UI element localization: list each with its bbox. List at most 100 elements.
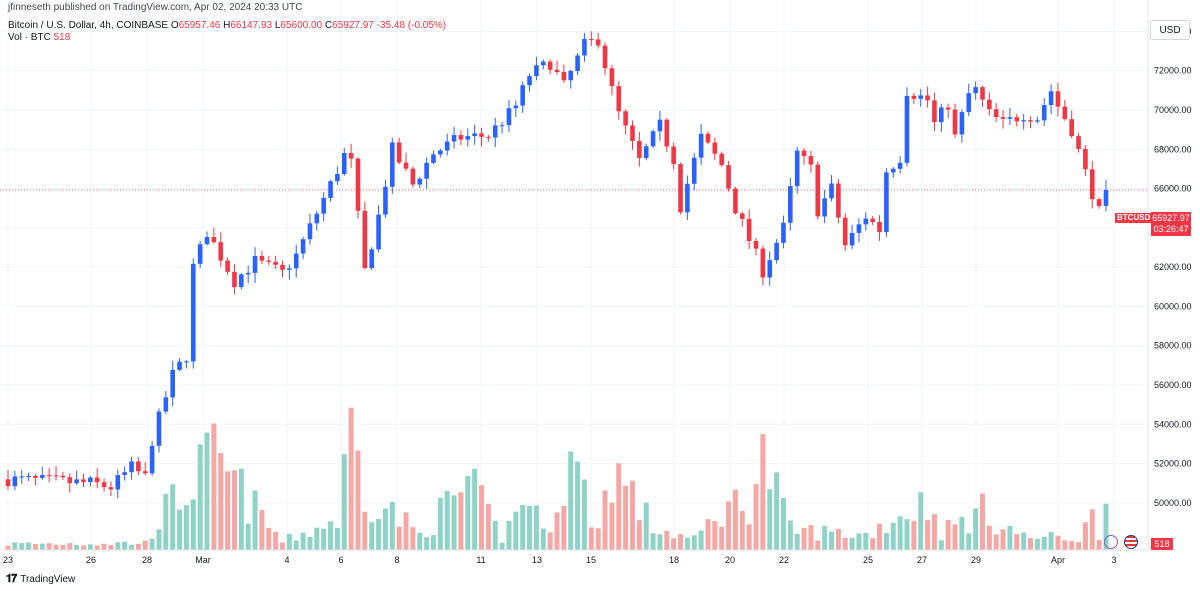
lightning-icon[interactable] — [1104, 535, 1118, 549]
candle-body — [252, 255, 258, 273]
candle-body — [486, 136, 491, 138]
volume-bar — [101, 543, 107, 550]
candle — [568, 69, 574, 89]
candle — [815, 161, 821, 220]
candle-body — [1083, 148, 1088, 170]
candle — [602, 42, 608, 75]
price-tick-label: 62000.00 — [1154, 262, 1192, 272]
time-tick-label: 25 — [863, 555, 873, 565]
candle — [410, 166, 416, 188]
change-value: -35.48 (-0.05%) — [376, 20, 447, 31]
candle-body — [746, 218, 752, 241]
candle-body — [664, 119, 670, 147]
candle — [499, 121, 505, 134]
time-tick-label: 8 — [394, 555, 399, 565]
candle-body — [890, 168, 896, 173]
candle — [1007, 107, 1013, 125]
volume-bar — [588, 527, 594, 550]
volume-bar — [527, 505, 533, 550]
volume-bar — [135, 543, 141, 550]
candle-body — [444, 141, 450, 151]
candle — [101, 478, 107, 492]
candle-body — [554, 69, 560, 72]
candle-body — [513, 105, 519, 109]
candle — [849, 224, 855, 250]
price-axis[interactable]: 50000.00 52000.00 54000.00 56000.00 58000.00… — [1154, 26, 1192, 507]
candle — [328, 179, 333, 202]
candle-body — [774, 242, 779, 261]
flag-icon[interactable] — [1124, 535, 1138, 549]
candle — [904, 87, 910, 167]
volume-bar — [568, 451, 574, 550]
candle-body — [506, 108, 512, 126]
candle-body — [438, 150, 443, 155]
candle-body — [225, 260, 230, 272]
candle — [1035, 116, 1040, 124]
candle-body — [163, 397, 169, 412]
candle — [829, 175, 834, 202]
candle-body — [259, 255, 265, 261]
candle — [643, 143, 649, 161]
candle — [842, 213, 848, 251]
candle-body — [575, 55, 580, 71]
candle — [534, 56, 539, 81]
volume-bar — [561, 505, 567, 550]
volume-bar — [451, 495, 457, 550]
volume-bar — [499, 542, 505, 550]
volume-bar — [671, 538, 677, 550]
candle-body — [698, 133, 704, 158]
volume-bar — [259, 509, 265, 550]
bar-countdown: 03:26:47 — [1153, 224, 1189, 234]
volume-bar — [918, 492, 924, 550]
volume-bar — [403, 512, 409, 550]
candle — [40, 466, 45, 481]
volume-bar — [533, 505, 539, 550]
volume-bar — [870, 538, 876, 550]
candle — [1083, 145, 1088, 176]
candle-body — [520, 85, 525, 106]
volume-bar — [479, 485, 485, 550]
volume-bar — [26, 542, 32, 550]
candle-body — [177, 361, 182, 370]
volume-bar — [520, 504, 526, 550]
price-tick-label: 58000.00 — [1154, 341, 1192, 351]
time-axis[interactable]: 23 26 28 Mar 4 6 8 11 13 15 18 20 22 25 27 29 Apr 3 — [3, 555, 1117, 565]
volume-bar — [657, 534, 663, 550]
volume-bar — [32, 543, 38, 550]
volume-bar — [581, 479, 587, 550]
candle — [19, 470, 25, 484]
volume-value: 518 — [53, 32, 71, 43]
volume-bar — [252, 490, 258, 550]
candle — [733, 186, 738, 215]
candle-body — [465, 136, 471, 140]
volume-bar — [678, 534, 684, 550]
tradingview-logo-icon: 𝟏𝟕 — [6, 573, 17, 585]
currency-button[interactable]: USD — [1150, 20, 1190, 40]
candle-body — [94, 477, 100, 483]
volume-bar — [369, 522, 375, 550]
volume-bar — [218, 453, 224, 550]
candle-body — [1062, 106, 1068, 120]
candle-body — [472, 133, 477, 137]
volume-bar — [341, 454, 347, 550]
footer-brand[interactable]: 𝟏𝟕 TradingView — [6, 573, 75, 586]
candle-body — [245, 272, 251, 275]
candle — [726, 160, 731, 192]
candle — [836, 178, 841, 224]
candle-body — [60, 475, 66, 478]
close-value: 65927.97 — [332, 20, 374, 31]
candle — [1028, 116, 1033, 129]
candle — [190, 258, 196, 369]
volume-bar — [231, 470, 237, 550]
candle — [911, 92, 917, 104]
volume-legend[interactable]: Vol · BTC 518 — [8, 32, 70, 43]
time-tick-label: 26 — [86, 555, 96, 565]
candle-body — [390, 142, 395, 187]
volume-bar — [5, 545, 11, 550]
candle-body — [149, 445, 155, 474]
candle-body — [33, 475, 38, 478]
candle-body — [287, 268, 292, 270]
symbol-legend[interactable]: Bitcoin / U.S. Dollar, 4h, COINBASE O659… — [8, 20, 446, 31]
candle — [945, 103, 951, 119]
